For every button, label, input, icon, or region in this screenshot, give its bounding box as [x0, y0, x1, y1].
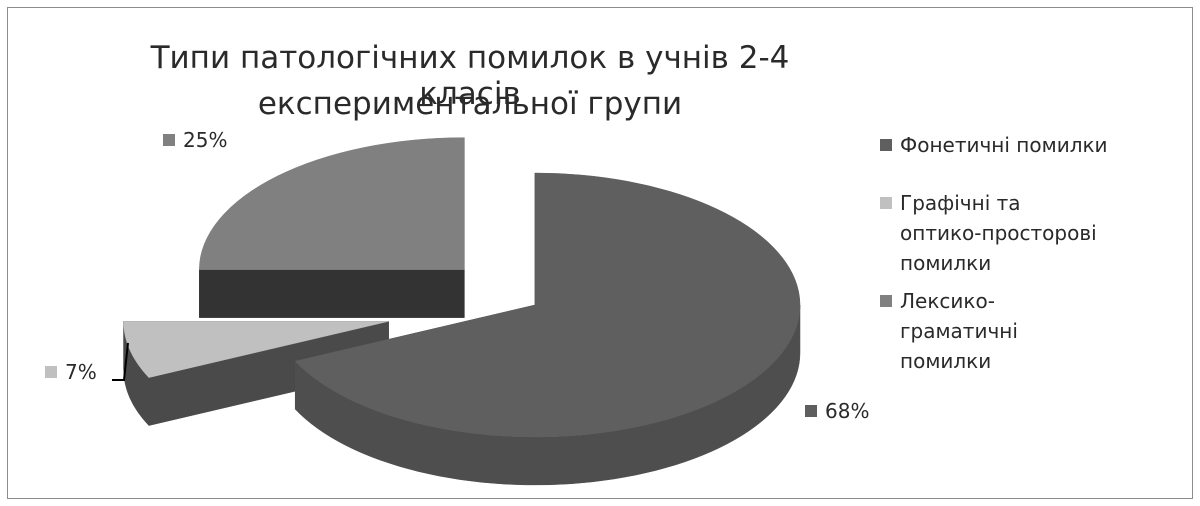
pie-slice-lexical: [199, 137, 465, 318]
slice-top-face: [199, 137, 465, 270]
data-label-text: 25%: [183, 128, 228, 152]
legend-item-graphic: Графічні та оптико-просторові помилки: [880, 188, 1100, 278]
chart-title-line-2: експериментальної групи: [257, 86, 683, 122]
slice-top-face: [123, 321, 389, 378]
data-label-lexical: 25%: [163, 128, 227, 152]
legend-label: Графічні та оптико-просторові помилки: [900, 191, 1097, 275]
pie-slice-phonetic: [294, 172, 801, 486]
data-label-swatch: [805, 405, 817, 417]
data-label-graphic: 7%: [45, 360, 97, 384]
slice-cut-face: [199, 269, 465, 318]
legend: Фонетичні помилки Графічні та оптико-про…: [880, 130, 1180, 376]
legend-swatch: [880, 197, 892, 209]
legend-item-lexical: Лексико-граматичні помилки: [880, 286, 1100, 376]
chart-title-line-1: Типи патологічних помилок в учнів 2-4 кл…: [150, 40, 790, 112]
data-label-text: 7%: [65, 360, 97, 384]
data-label-text: 68%: [825, 399, 870, 423]
data-label-swatch: [45, 366, 57, 378]
legend-item-phonetic: Фонетичні помилки: [880, 130, 1180, 160]
data-label-swatch: [163, 134, 175, 146]
slice-top-face: [294, 172, 801, 438]
legend-swatch: [880, 139, 892, 151]
legend-label: Лексико-граматичні помилки: [900, 289, 1018, 373]
leader-line: [112, 342, 129, 381]
legend-swatch: [880, 295, 892, 307]
data-label-phonetic: 68%: [805, 399, 869, 423]
legend-label: Фонетичні помилки: [900, 133, 1108, 157]
